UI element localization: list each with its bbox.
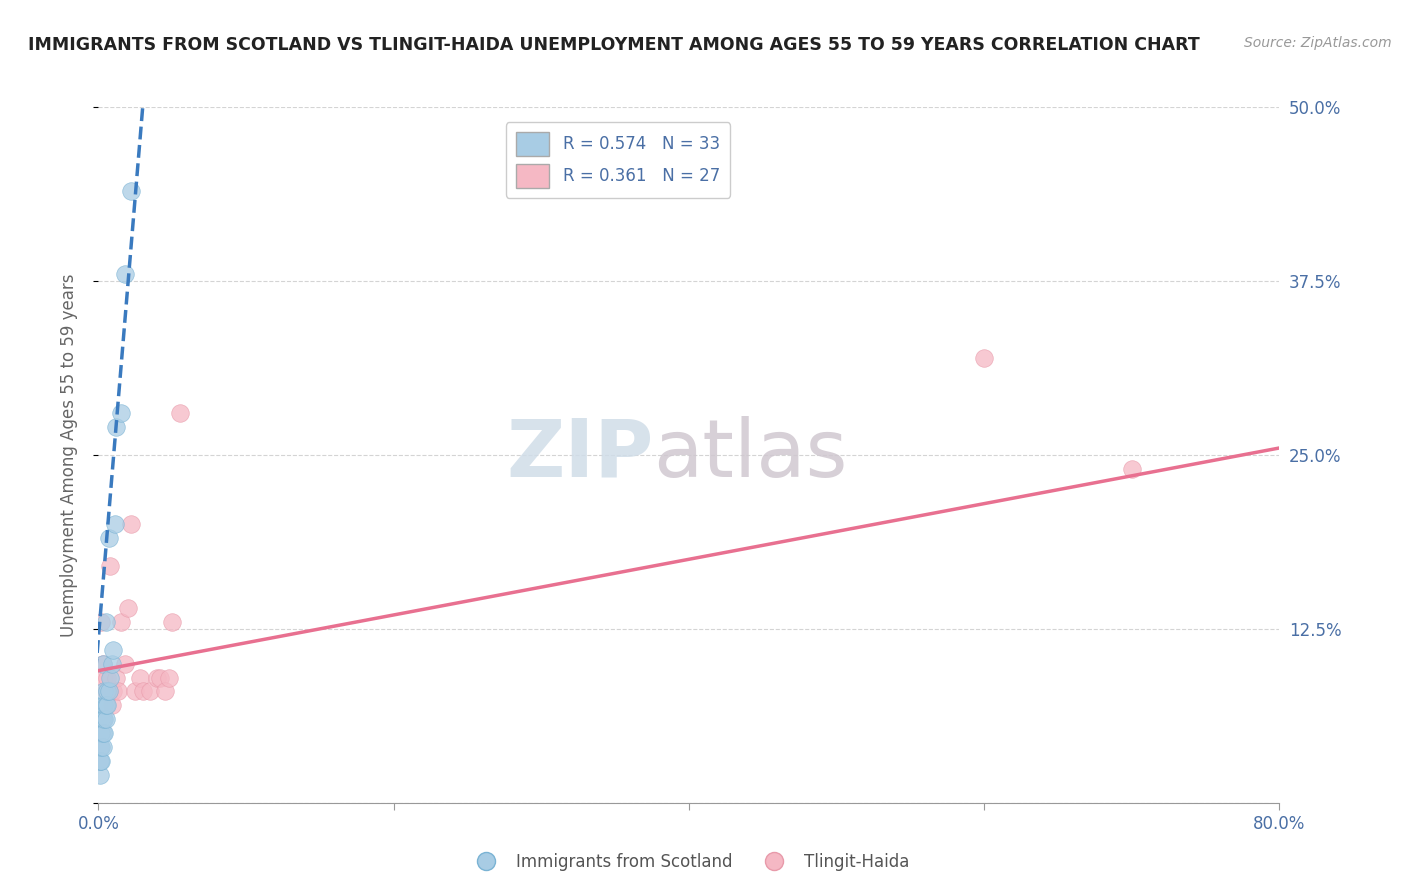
Point [120,517,142,532]
Point [90,726,112,740]
Point [107,684,129,698]
Point [1121,462,1143,476]
Point [96,698,118,713]
Y-axis label: Unemployment Among Ages 55 to 59 years: Unemployment Among Ages 55 to 59 years [59,273,77,637]
Point [157,671,180,685]
Point [149,671,172,685]
Point [91,740,114,755]
Point [94,712,117,726]
Point [103,684,125,698]
Point [98,559,121,574]
Point [114,267,136,281]
Point [146,671,169,685]
Point [89,754,111,768]
Point [97,532,120,546]
Point [90,615,112,629]
Point [96,671,118,685]
Point [91,657,114,671]
Point [93,712,115,726]
Point [94,698,117,713]
Point [91,712,114,726]
Point [93,698,115,713]
Text: Source: ZipAtlas.com: Source: ZipAtlas.com [1244,36,1392,50]
Point [96,684,118,698]
Point [90,712,112,726]
Point [93,671,115,685]
Point [120,184,142,198]
Point [90,740,112,755]
Point [110,406,132,420]
Point [93,684,115,698]
Point [153,684,176,698]
Point [97,684,120,698]
Point [100,657,122,671]
Point [169,406,191,420]
Point [94,684,117,698]
Text: atlas: atlas [654,416,848,494]
Point [89,754,111,768]
Point [100,698,122,713]
Point [132,684,155,698]
Point [91,726,114,740]
Text: IMMIGRANTS FROM SCOTLAND VS TLINGIT-HAIDA UNEMPLOYMENT AMONG AGES 55 TO 59 YEARS: IMMIGRANTS FROM SCOTLAND VS TLINGIT-HAID… [28,36,1199,54]
Point [124,684,146,698]
Point [91,657,114,671]
Text: ZIP: ZIP [506,416,654,494]
Legend: Immigrants from Scotland, Tlingit-Haida: Immigrants from Scotland, Tlingit-Haida [463,847,915,878]
Point [103,642,125,657]
Point [104,517,127,532]
Point [89,740,111,755]
Point [90,754,112,768]
Point [90,726,112,740]
Point [89,768,111,782]
Point [110,615,132,629]
Point [114,657,136,671]
Point [139,684,162,698]
Point [117,601,139,615]
Point [91,698,114,713]
Point [98,671,121,685]
Point [93,726,115,740]
Point [162,615,183,629]
Point [105,671,128,685]
Point [94,615,117,629]
Point [105,420,128,434]
Point [97,684,120,698]
Point [973,351,995,365]
Point [128,671,150,685]
